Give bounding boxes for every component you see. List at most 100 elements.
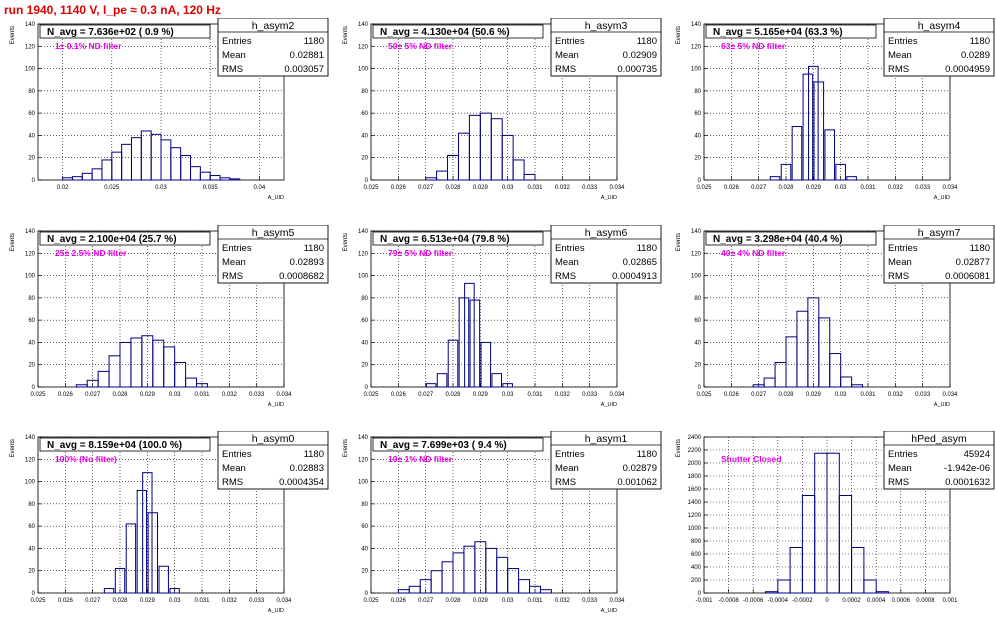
y-axis-label: Events xyxy=(676,26,682,44)
y-tick-label: 80 xyxy=(361,89,368,95)
histogram-name: h_asym3 xyxy=(585,20,628,32)
y-tick-label: 40 xyxy=(361,133,368,139)
histogram-bin xyxy=(425,177,438,181)
histogram-bin xyxy=(765,591,779,594)
stats-value: 0.02909 xyxy=(623,50,657,61)
stats-value: 0.02881 xyxy=(290,50,324,61)
y-tick-label: 20 xyxy=(28,363,35,369)
x-tick-label: 0.026 xyxy=(58,392,74,398)
histogram-title-box: N_avg = 2.100e+04 (25.7 %) xyxy=(39,231,211,246)
stats-key: Mean xyxy=(888,463,912,474)
histogram-pad-h_asym5[interactable]: 0.025 0.026 0.027 0.028 0.029 0.03 0.031 0.032 0… xyxy=(0,225,330,413)
x-tick-label: 0.028 xyxy=(778,185,794,191)
x-tick-label: 0.027 xyxy=(751,392,767,398)
x-tick-label: 0.031 xyxy=(527,598,543,604)
y-tick-label: 100 xyxy=(358,67,369,73)
histogram-bin xyxy=(818,317,831,388)
histogram-pad-h_asym2[interactable]: 0.02 0.025 0.03 0.035 0.04 0 20 40 60 80 100 120 140… xyxy=(0,18,330,206)
y-tick-label: 120 xyxy=(25,44,36,50)
histogram-pad-h_asym4[interactable]: 0.025 0.026 0.027 0.028 0.029 0.03 0.031 0.032 0… xyxy=(666,18,996,206)
histogram-pad-hPed_asym[interactable]: -0.001 -0.0008 -0.0006 -0.0004 -0.0002 0 0.000… xyxy=(666,431,996,619)
x-tick-label: 0.026 xyxy=(724,392,740,398)
histogram-bin xyxy=(826,452,840,594)
y-tick-label: 600 xyxy=(691,552,702,558)
histogram-bin xyxy=(142,472,153,594)
histogram-bin xyxy=(452,552,465,594)
x-tick-label: 0.0008 xyxy=(916,598,935,604)
filter-annotation: 40± 4% ND filter xyxy=(721,248,786,258)
x-tick-label: 0.025 xyxy=(363,598,379,604)
y-tick-label: 40 xyxy=(694,133,701,139)
histogram-bin xyxy=(174,361,187,388)
histogram-pad-h_asym1[interactable]: 0.025 0.026 0.027 0.028 0.029 0.03 0.031 0.032 0… xyxy=(333,431,663,619)
histogram-bin xyxy=(780,163,792,181)
histogram-bin xyxy=(824,129,836,181)
x-tick-label: 0.034 xyxy=(942,392,958,398)
title-frame xyxy=(372,231,544,246)
x-tick-label: 0.029 xyxy=(806,185,822,191)
x-tick-label: 0.027 xyxy=(85,598,101,604)
x-tick-label: 0.034 xyxy=(609,598,625,604)
x-tick-label: 0.0006 xyxy=(892,598,911,604)
x-tick-label: -0.0006 xyxy=(743,598,764,604)
y-tick-label: 140 xyxy=(691,229,702,235)
y-tick-label: 60 xyxy=(28,318,35,324)
y-tick-label: 60 xyxy=(694,318,701,324)
histogram-pad-h_asym6[interactable]: 0.025 0.026 0.027 0.028 0.029 0.03 0.031 0.032 0… xyxy=(333,225,663,413)
histogram-name: h_asym0 xyxy=(252,433,295,445)
y-tick-label: 120 xyxy=(25,251,36,257)
x-axis-label: A_UID xyxy=(601,402,617,408)
x-tick-label: 0.03 xyxy=(169,392,181,398)
histogram-pad-h_asym3[interactable]: 0.025 0.026 0.027 0.028 0.029 0.03 0.031 0.032 0… xyxy=(333,18,663,206)
stats-value: 0.000735 xyxy=(617,64,657,75)
histogram-bin xyxy=(480,341,492,388)
y-tick-label: 0 xyxy=(365,385,369,391)
histogram-title: N_avg = 6.513e+04 (79.8 %) xyxy=(380,234,510,245)
stats-key: RMS xyxy=(555,64,576,75)
x-tick-label: 0.03 xyxy=(835,185,847,191)
x-tick-label: 0.034 xyxy=(942,185,958,191)
stats-key: Mean xyxy=(222,50,246,61)
histogram-name: h_asym4 xyxy=(918,20,961,32)
x-tick-label: 0.025 xyxy=(363,392,379,398)
x-tick-label: 0.027 xyxy=(418,598,434,604)
y-tick-label: 100 xyxy=(25,274,36,280)
x-tick-label: 0.028 xyxy=(112,598,128,604)
y-tick-label: 200 xyxy=(691,578,702,584)
stats-key: Mean xyxy=(888,257,912,268)
histogram-bin xyxy=(774,361,787,388)
histogram-bin xyxy=(141,335,154,388)
x-tick-label: 0.001 xyxy=(942,598,958,604)
histogram-bin xyxy=(436,170,449,181)
histogram-bin xyxy=(160,139,172,181)
x-tick-label: 0.032 xyxy=(555,392,571,398)
stats-value: 0.0004959 xyxy=(945,64,990,75)
y-tick-label: 120 xyxy=(691,251,702,257)
x-tick-label: 0.031 xyxy=(527,185,543,191)
histogram-h_asym2 xyxy=(62,130,241,181)
x-tick-label: 0.026 xyxy=(391,392,407,398)
x-tick-label: -0.0008 xyxy=(718,598,739,604)
y-tick-label: 40 xyxy=(28,340,35,346)
histogram-bin xyxy=(789,547,803,594)
x-tick-label: 0.033 xyxy=(249,392,265,398)
y-tick-label: 80 xyxy=(694,296,701,302)
x-axis-label: A_UID xyxy=(601,608,617,614)
histogram-bin xyxy=(523,173,536,181)
title-frame xyxy=(705,24,877,39)
histogram-bin xyxy=(763,377,776,388)
histogram-pad-h_asym0[interactable]: 0.025 0.026 0.027 0.028 0.029 0.03 0.031 0.032 0… xyxy=(0,431,330,619)
y-tick-label: 0 xyxy=(698,178,702,184)
stats-value: 1180 xyxy=(304,36,324,47)
y-tick-label: 80 xyxy=(361,296,368,302)
histogram-bin xyxy=(469,299,481,388)
filter-annotation: 1± 0.1% ND filter xyxy=(55,41,122,51)
histogram-pad-h_asym7[interactable]: 0.025 0.026 0.027 0.028 0.029 0.03 0.031 0.032 0… xyxy=(666,225,996,413)
histogram-bin xyxy=(851,547,865,594)
x-tick-label: 0.033 xyxy=(249,598,265,604)
title-frame xyxy=(705,231,877,246)
x-axis-label: A_UID xyxy=(268,608,284,614)
x-tick-label: 0.0004 xyxy=(867,598,886,604)
x-tick-label: 0.027 xyxy=(418,185,434,191)
